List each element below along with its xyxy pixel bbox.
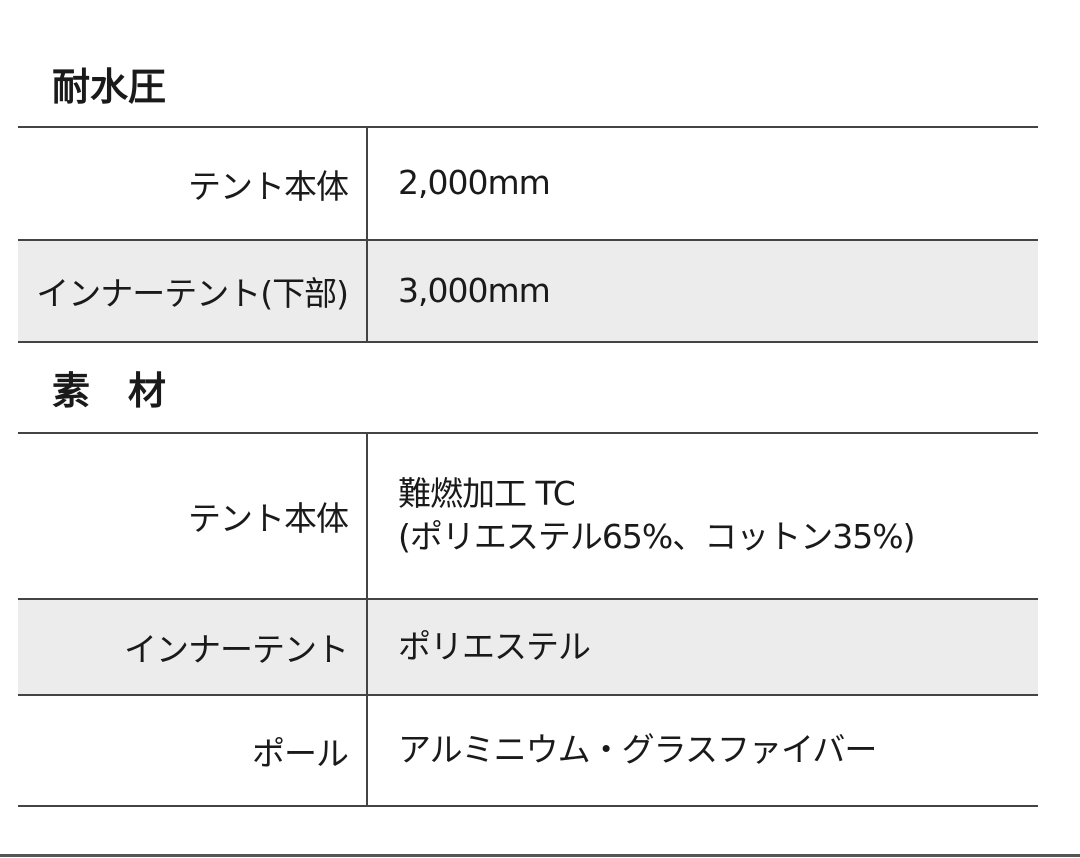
section-title-material: 素 材 [52,369,167,413]
row-label: インナーテント [18,600,368,694]
value-line: 難燃加工 TC [398,474,576,514]
row-value: アルミニウム・グラスファイバー [368,696,877,805]
value-line: ポリエステル [398,626,591,666]
table-row: インナーテント(下部) 3,000mm [18,241,1038,343]
row-value: 難燃加工 TC (ポリエステル65%、コットン35%) [368,434,915,598]
value-line: 2,000mm [398,163,551,203]
row-label: ポール [18,696,368,805]
table-row: ポール アルミニウム・グラスファイバー [18,696,1038,807]
table-row: インナーテント ポリエステル [18,600,1038,696]
table-row: テント本体 2,000mm [18,128,1038,241]
material-table: テント本体 難燃加工 TC (ポリエステル65%、コットン35%) インナーテン… [18,432,1038,807]
value-line: (ポリエステル65%、コットン35%) [398,517,915,556]
water-pressure-table: テント本体 2,000mm インナーテント(下部) 3,000mm [18,126,1038,343]
bottom-divider [0,854,1080,857]
row-label: テント本体 [18,128,368,239]
value-line: 3,000mm [398,270,551,310]
table-row: テント本体 難燃加工 TC (ポリエステル65%、コットン35%) [18,434,1038,600]
row-value: 2,000mm [368,128,551,239]
row-label: インナーテント(下部) [18,241,368,341]
row-value: ポリエステル [368,600,591,694]
value-line: アルミニウム・グラスファイバー [398,730,877,770]
section-title-water-pressure: 耐水圧 [52,65,167,109]
row-value: 3,000mm [368,241,551,341]
row-label: テント本体 [18,434,368,598]
